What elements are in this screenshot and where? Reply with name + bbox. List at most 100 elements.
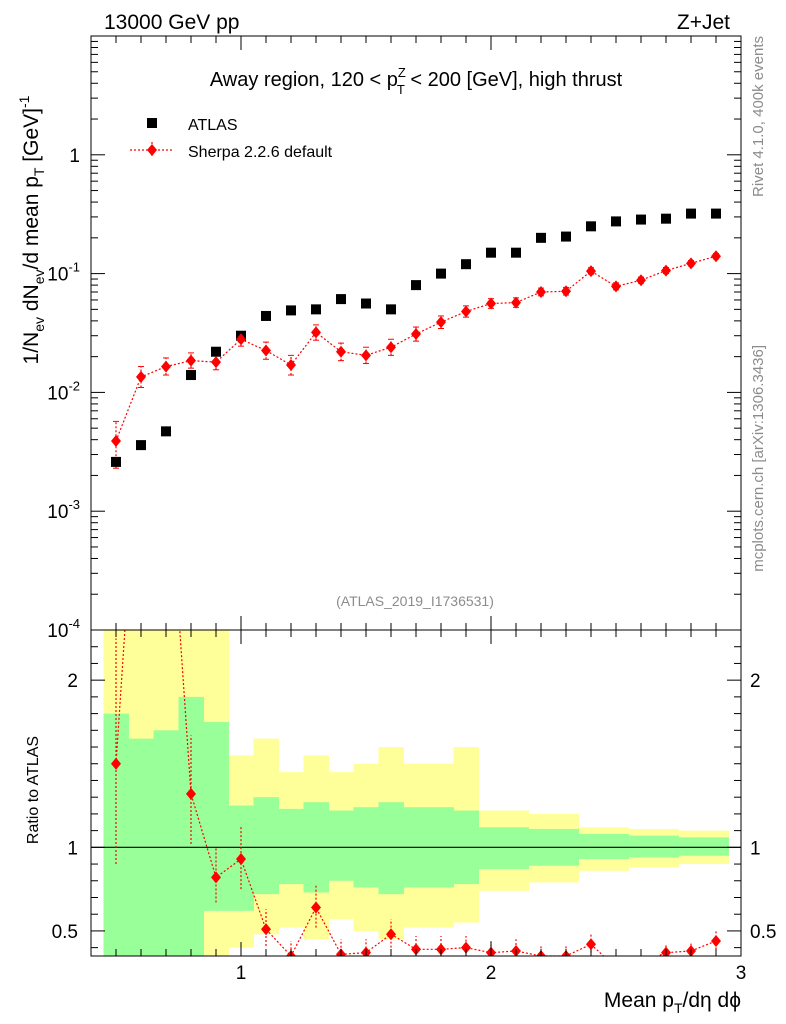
- sherpa-point: [411, 328, 421, 341]
- ratio-y-tick-label-right: 1: [750, 838, 761, 859]
- ratio-green-band: [678, 837, 704, 856]
- ratio-green-band: [378, 802, 404, 895]
- legend-atlas-marker: [147, 118, 157, 128]
- ratio-sherpa-point: [186, 787, 196, 800]
- sherpa-point: [561, 285, 571, 298]
- sherpa-point: [236, 333, 246, 346]
- atlas-point: [361, 298, 371, 309]
- ratio-y-axis-label: Ratio to ATLAS: [25, 736, 42, 844]
- process-label: Z+Jet: [677, 11, 730, 34]
- atlas-point: [211, 346, 221, 357]
- energy-label: 13000 GeV pp: [104, 11, 239, 34]
- sherpa-point: [111, 434, 121, 447]
- ratio-green-band: [578, 833, 604, 860]
- legend-atlas-label: ATLAS: [188, 117, 238, 134]
- y-tick-label-base: 10: [47, 383, 68, 404]
- ylabel-sub-t: T: [31, 167, 47, 176]
- atlas-point: [586, 221, 596, 232]
- ratio-y-tick-label-left: 1: [67, 838, 78, 859]
- ratio-sherpa-point: [611, 962, 621, 974]
- y-tick-label-exp: -3: [68, 497, 80, 512]
- x-tick-label: 3: [736, 963, 747, 984]
- sherpa-point: [486, 297, 496, 310]
- x-axis-label: Mean pT/dη dϕ: [604, 989, 741, 1016]
- ratio-sherpa-point: [586, 938, 596, 951]
- xlabel-b: /dη dϕ: [683, 989, 741, 1012]
- rivet-label: Rivet 4.1.0, 400k events: [750, 36, 767, 197]
- y-tick-label: 10-2: [47, 378, 80, 404]
- ylabel-a: 1/N: [20, 332, 43, 365]
- atlas-point: [486, 247, 496, 258]
- y-tick-label: 10-4: [47, 616, 80, 642]
- ylabel-c: /d mean p: [20, 176, 43, 269]
- ratio-sherpa-point: [711, 934, 721, 947]
- sherpa-point: [611, 280, 621, 293]
- atlas-point: [461, 259, 471, 270]
- sherpa-point: [511, 296, 521, 309]
- ratio-green-band: [153, 730, 179, 956]
- atlas-point: [136, 440, 146, 451]
- sherpa-point: [186, 354, 196, 367]
- sherpa-point: [536, 286, 546, 299]
- ratio-green-band: [628, 835, 654, 858]
- atlas-point: [511, 247, 521, 258]
- legend-sherpa-marker: [147, 144, 157, 156]
- ratio-sherpa-point: [236, 853, 246, 866]
- main-panel: 10-410-310-210-11 Away region, 120 < pZ T…: [16, 35, 742, 642]
- atlas-point: [661, 213, 671, 224]
- y-tick-label: 1: [69, 146, 80, 167]
- atlas-point: [386, 304, 396, 315]
- atlas-point: [611, 216, 621, 227]
- ratio-green-band: [253, 797, 279, 895]
- atlas-point: [336, 294, 346, 305]
- main-y-axis-label: 1/Nev dNev/d mean pT [GeV]-1: [16, 95, 47, 364]
- atlas-point: [561, 231, 571, 242]
- ratio-green-band: [478, 827, 504, 870]
- ratio-y-tick-label-right: 0.5: [750, 922, 776, 943]
- ratio-sherpa-point: [636, 957, 646, 969]
- atlas-point: [311, 304, 321, 315]
- atlas-point: [711, 208, 721, 219]
- sherpa-point: [136, 370, 146, 383]
- ylabel-b: dN: [20, 284, 43, 317]
- sherpa-point: [436, 316, 446, 329]
- legend: ATLAS Sherpa 2.2.6 default: [130, 117, 333, 161]
- title-sub-t: T: [397, 82, 405, 97]
- atlas-point: [186, 370, 196, 381]
- analysis-id-label: (ATLAS_2019_I1736531): [336, 593, 494, 609]
- ratio-green-band: [703, 837, 729, 856]
- sherpa-point: [586, 265, 596, 278]
- y-tick-label-exp: -2: [68, 378, 80, 393]
- y-tick-label-exp: -4: [68, 616, 80, 631]
- ylabel-sup: -1: [16, 95, 32, 108]
- ratio-y-tick-label-left: 0.5: [52, 922, 78, 943]
- ylabel-sub-ev1: ev: [31, 317, 47, 332]
- mcplots-label: mcplots.cern.ch [arXiv:1306.3436]: [750, 345, 767, 572]
- ylabel-sub-ev2: ev: [31, 269, 47, 284]
- sherpa-point: [711, 250, 721, 263]
- ratio-green-band: [328, 810, 354, 881]
- atlas-point: [436, 268, 446, 279]
- atlas-point: [636, 214, 646, 225]
- title-part-2: < 200 [GeV], high thrust: [405, 69, 623, 91]
- sherpa-point: [311, 326, 321, 339]
- ratio-sherpa-point: [261, 923, 271, 936]
- ratio-y-tick-label-right: 2: [750, 671, 761, 692]
- y-tick-label-base: 10: [47, 265, 68, 286]
- sherpa-point: [161, 360, 171, 373]
- ratio-sherpa-point: [111, 757, 121, 770]
- xlabel-a: Mean p: [604, 989, 674, 1012]
- y-tick-label-base: 10: [47, 502, 68, 523]
- xlabel-sub-t: T: [674, 1000, 683, 1016]
- ratio-sherpa-point: [386, 928, 396, 941]
- atlas-point: [161, 426, 171, 437]
- y-tick-label-exp: -1: [68, 260, 80, 275]
- sherpa-point: [361, 349, 371, 362]
- title-sup-z: Z: [398, 65, 406, 80]
- atlas-point: [686, 208, 696, 219]
- main-title: Away region, 120 < pZ T < 200 [GeV], high…: [210, 65, 623, 97]
- sherpa-point: [636, 274, 646, 287]
- atlas-point: [411, 280, 421, 291]
- atlas-point: [111, 456, 121, 467]
